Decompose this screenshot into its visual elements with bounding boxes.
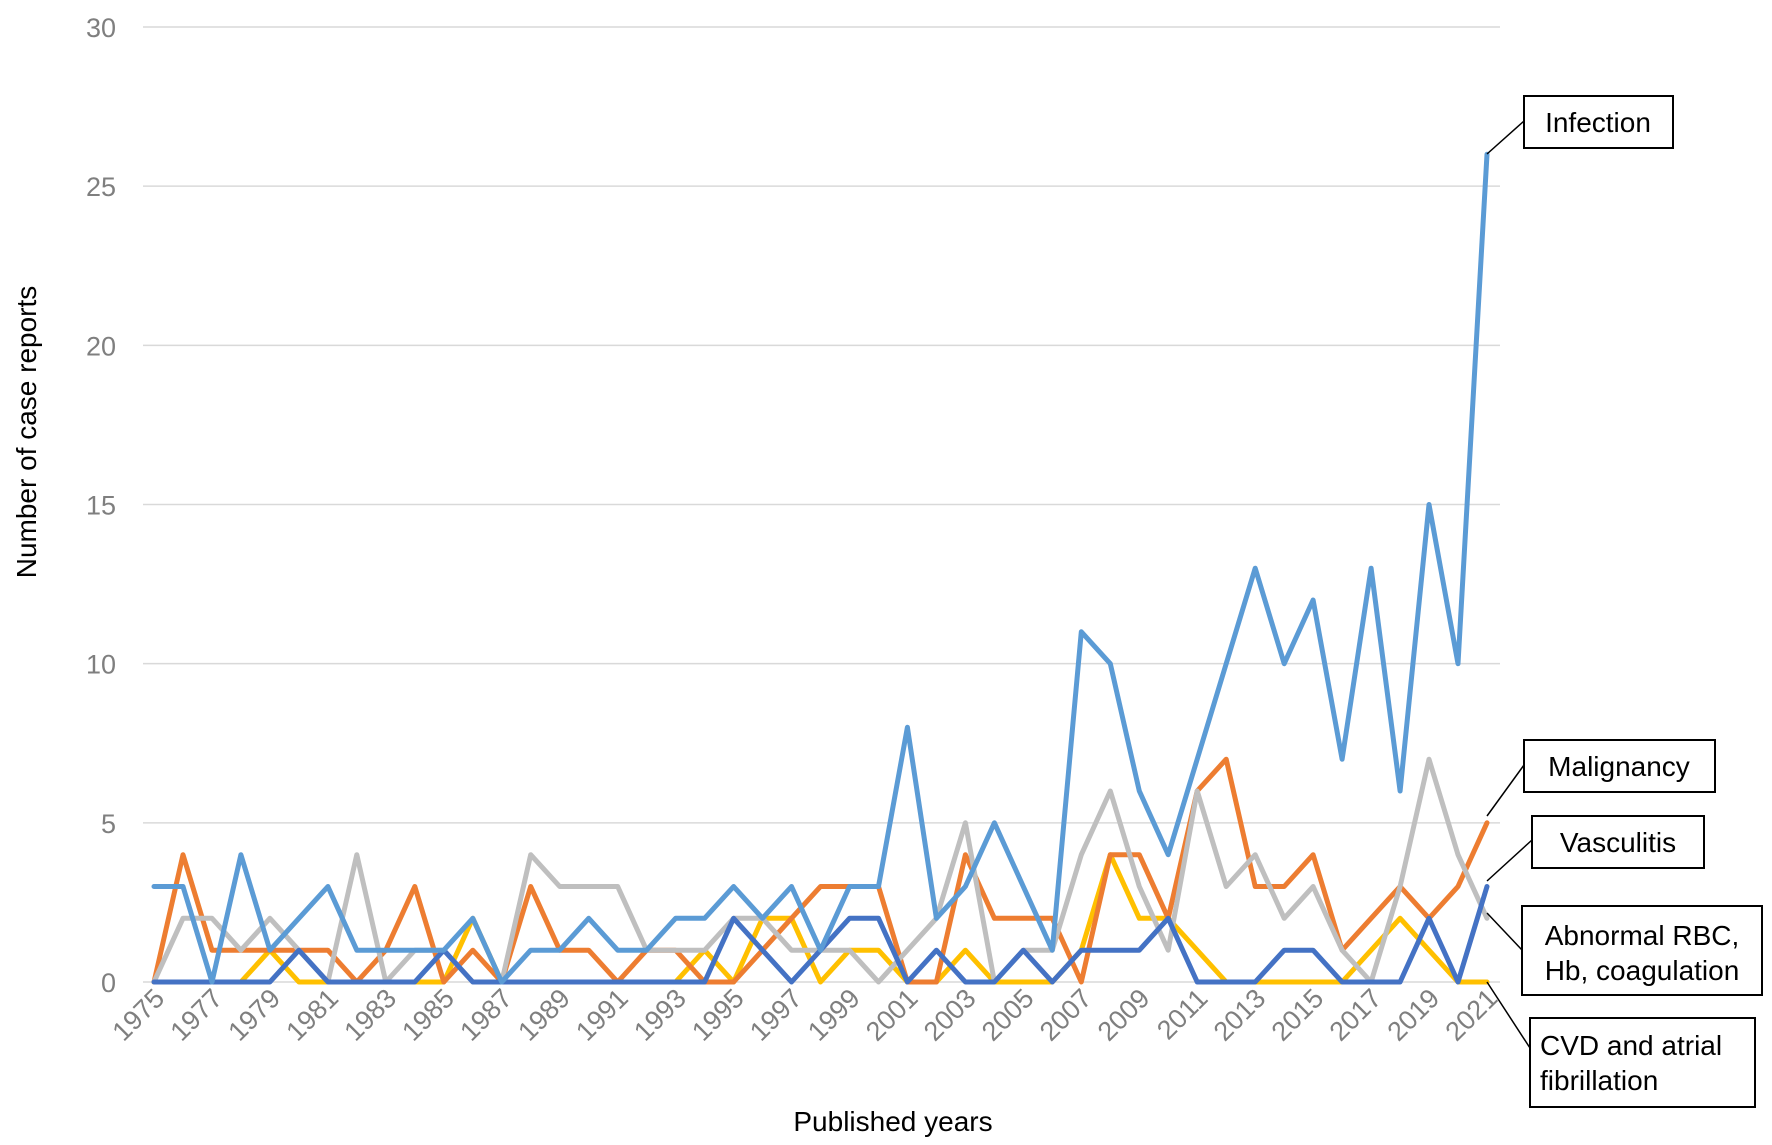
y-tick-label: 10 — [86, 650, 116, 680]
x-tick-label: 1999 — [802, 983, 866, 1047]
callout-cvd-text-2: fibrillation — [1540, 1065, 1658, 1096]
x-tick-label: 1995 — [686, 983, 750, 1047]
x-tick-label: 1981 — [280, 983, 344, 1047]
y-tick-label: 20 — [86, 331, 116, 361]
callout-malignancy-leader — [1486, 764, 1525, 817]
series-line-malignancy — [151, 756, 1490, 985]
callout-abnormal-rbc-box — [1521, 905, 1763, 996]
callout-cvd-leader — [1486, 981, 1531, 1049]
x-axis-label: Published years — [793, 1106, 992, 1137]
x-tick-label: 1977 — [165, 983, 229, 1047]
x-tick-label: 2009 — [1092, 983, 1156, 1047]
x-tick-label: 2003 — [918, 983, 982, 1047]
x-tick-label: 1983 — [338, 983, 402, 1047]
y-axis-label: Number of case reports — [11, 286, 42, 579]
x-tick-label: 1987 — [454, 983, 518, 1047]
callout-malignancy-box — [1523, 739, 1716, 793]
x-tick-label: 2015 — [1266, 983, 1330, 1047]
gridlines — [143, 26, 1500, 983]
callout-vasculitis-text: Vasculitis — [1560, 827, 1676, 858]
y-axis-ticks: 0 5 10 15 20 25 30 — [86, 13, 116, 998]
callout-vasculitis: Vasculitis — [1486, 815, 1705, 882]
callout-vasculitis-box — [1531, 815, 1705, 869]
callout-malignancy: Malignancy — [1486, 739, 1716, 817]
x-tick-label: 1975 — [107, 983, 171, 1047]
y-tick-label: 15 — [86, 491, 116, 521]
x-tick-label: 2007 — [1034, 983, 1098, 1047]
y-tick-label: 30 — [86, 13, 116, 43]
callout-vasculitis-leader — [1486, 839, 1533, 882]
callout-infection-leader — [1486, 120, 1525, 155]
series-line-vasculitis — [151, 884, 1490, 985]
callout-cvd: CVD and atrial fibrillation — [1486, 981, 1756, 1108]
x-tick-label: 2011 — [1151, 983, 1213, 1045]
callout-abnormal-rbc-leader — [1486, 912, 1523, 951]
callout-infection: Infection — [1486, 95, 1674, 155]
x-tick-label: 2017 — [1324, 983, 1388, 1047]
x-tick-label: 1993 — [628, 983, 692, 1047]
x-tick-label: 2005 — [976, 983, 1040, 1047]
y-tick-label: 5 — [101, 809, 116, 839]
x-tick-label: 1985 — [396, 983, 460, 1047]
series-lines — [151, 151, 1490, 985]
x-tick-label: 2001 — [860, 983, 924, 1047]
callout-abnormal-rbc-text-1: Abnormal RBC, — [1545, 920, 1740, 951]
x-tick-label: 2013 — [1208, 983, 1272, 1047]
callout-infection-text: Infection — [1545, 107, 1651, 138]
callout-cvd-text-1: CVD and atrial — [1540, 1030, 1722, 1061]
callout-cvd-box — [1529, 1017, 1756, 1108]
y-tick-label: 0 — [101, 968, 116, 998]
x-axis-ticks: 1975197719791981198319851987198919911993… — [107, 983, 1504, 1047]
y-tick-label: 25 — [86, 172, 116, 202]
x-tick-label: 1997 — [744, 983, 808, 1047]
series-line-infection — [151, 151, 1490, 985]
callout-abnormal-rbc-text-2: Hb, coagulation — [1545, 955, 1740, 986]
x-tick-label: 1989 — [512, 983, 576, 1047]
callout-abnormal-rbc: Abnormal RBC, Hb, coagulation — [1486, 905, 1763, 996]
x-tick-label: 1979 — [222, 983, 286, 1047]
x-tick-label: 2019 — [1382, 983, 1446, 1047]
x-tick-label: 1991 — [570, 983, 634, 1047]
callout-infection-box — [1523, 95, 1674, 149]
callout-malignancy-text: Malignancy — [1548, 751, 1690, 782]
